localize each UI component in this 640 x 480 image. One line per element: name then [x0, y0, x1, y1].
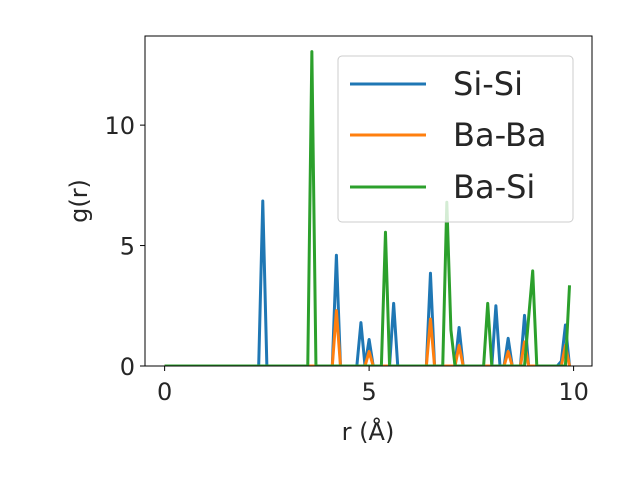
legend: Si-Si Ba-Ba Ba-Si: [337, 55, 574, 223]
y-tick-label: 10: [104, 112, 135, 140]
legend-box: [337, 55, 574, 223]
series-line-si-si: [164, 199, 572, 366]
plot-frame: [144, 35, 593, 367]
x-axis-ticks: 0 5 10: [157, 366, 589, 406]
y-axis-ticks: 0 5 10: [104, 112, 145, 381]
legend-label-si-si: Si-Si: [453, 65, 523, 103]
x-tick-label: 5: [361, 378, 376, 406]
y-tick-label: 0: [120, 353, 135, 381]
x-axis-label: r (Å): [342, 417, 395, 446]
y-tick-label: 5: [120, 233, 135, 261]
x-tick-label: 10: [558, 378, 589, 406]
x-tick-label: 0: [157, 378, 172, 406]
series-layer: [164, 50, 572, 366]
series-line-ba-ba: [164, 309, 571, 366]
y-axis-label: g(r): [65, 179, 93, 223]
legend-label-ba-si: Ba-Si: [453, 168, 535, 206]
legend-label-ba-ba: Ba-Ba: [453, 116, 547, 154]
